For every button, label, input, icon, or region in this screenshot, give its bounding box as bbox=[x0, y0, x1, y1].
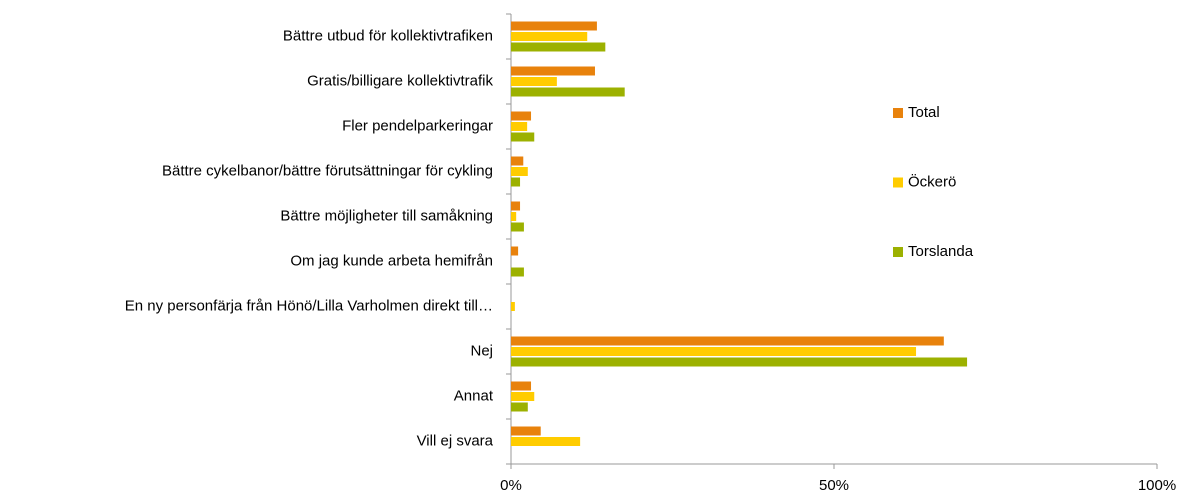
bar bbox=[511, 212, 517, 221]
bar bbox=[511, 77, 557, 86]
x-tick-label: 100% bbox=[1138, 477, 1176, 494]
bar bbox=[511, 222, 524, 232]
y-tick-label: Vill ej svara bbox=[417, 432, 494, 449]
y-tick-label: Annat bbox=[454, 387, 494, 404]
x-tick-label: 50% bbox=[819, 477, 849, 494]
bar bbox=[511, 87, 625, 97]
bar bbox=[511, 156, 524, 166]
y-tick-label: Nej bbox=[470, 342, 493, 359]
bar bbox=[511, 267, 524, 277]
bar bbox=[511, 336, 944, 346]
x-tick-label: 0% bbox=[500, 477, 522, 494]
bar bbox=[511, 402, 528, 412]
bar bbox=[511, 201, 521, 211]
legend-label: Torslanda bbox=[908, 243, 974, 260]
y-tick-label: Bättre möjligheter till samåkning bbox=[280, 207, 493, 224]
bar bbox=[511, 132, 535, 142]
bar bbox=[511, 21, 597, 31]
bar bbox=[511, 122, 528, 131]
bar bbox=[511, 177, 521, 187]
y-tick-label: Om jag kunde arbeta hemifrån bbox=[290, 252, 493, 269]
y-tick-label: Fler pendelparkeringar bbox=[342, 117, 493, 134]
y-tick-label: En ny personfärja från Hönö/Lilla Varhol… bbox=[125, 297, 493, 314]
bar bbox=[511, 167, 528, 176]
bar bbox=[511, 32, 588, 41]
y-tick-label: Bättre utbud för kollektivtrafiken bbox=[283, 27, 493, 44]
bar bbox=[511, 246, 519, 256]
bar bbox=[511, 111, 532, 121]
bar bbox=[511, 347, 917, 356]
y-tick-label: Bättre cykelbanor/bättre förutsättningar… bbox=[162, 162, 493, 179]
bar bbox=[511, 426, 541, 436]
legend-label: Total bbox=[908, 104, 940, 121]
bar bbox=[511, 302, 515, 311]
legend-label: Öckerö bbox=[908, 172, 956, 190]
bar bbox=[511, 381, 532, 391]
legend-swatch bbox=[893, 108, 903, 118]
bar bbox=[511, 66, 595, 76]
bar bbox=[511, 392, 535, 401]
bar bbox=[511, 437, 581, 446]
bar bbox=[511, 357, 968, 367]
bar bbox=[511, 42, 606, 52]
legend-swatch bbox=[893, 177, 903, 188]
y-tick-label: Gratis/billigare kollektivtrafik bbox=[307, 72, 493, 89]
legend-swatch bbox=[893, 247, 903, 257]
